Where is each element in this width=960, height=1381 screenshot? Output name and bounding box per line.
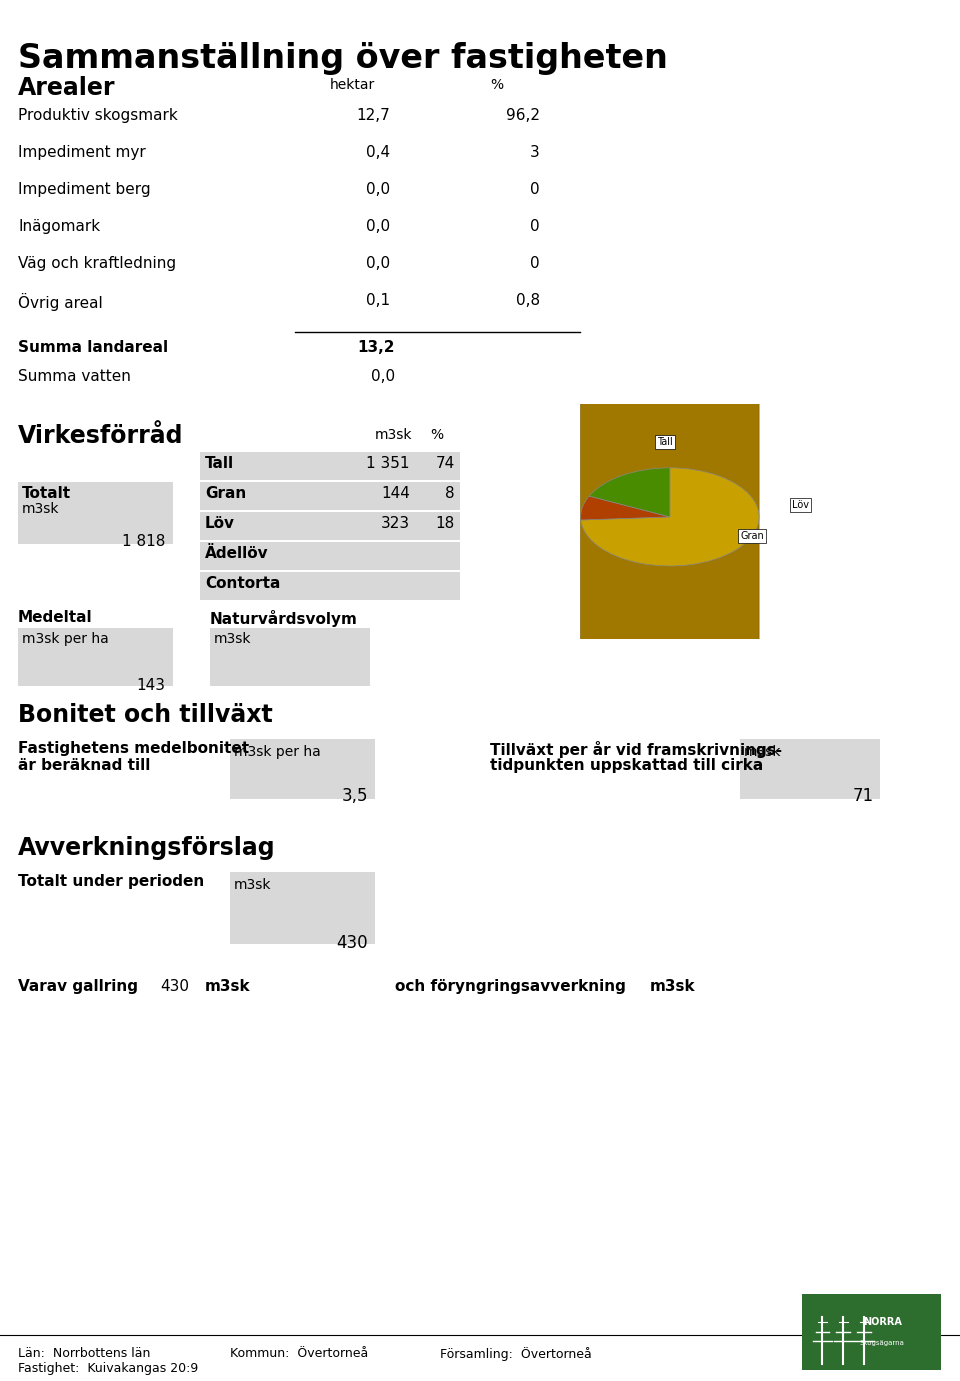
Text: Fastighet:  Kuivakangas 20:9: Fastighet: Kuivakangas 20:9 [18,1362,199,1375]
Text: 13,2: 13,2 [357,340,395,355]
Text: m3sk: m3sk [234,878,272,892]
Text: Löv: Löv [792,500,809,510]
Text: Skogsägarna: Skogsägarna [860,1341,904,1346]
Bar [200,572,460,599]
Wedge shape [581,468,759,566]
Text: Totalt under perioden: Totalt under perioden [18,874,204,889]
Text: 0,0: 0,0 [366,255,390,271]
Text: 0,0: 0,0 [371,369,395,384]
Bar [210,628,370,686]
Text: 0: 0 [530,182,540,197]
Text: 0,0: 0,0 [366,220,390,233]
Text: 12,7: 12,7 [356,108,390,123]
Text: Ädellöv: Ädellöv [205,545,269,561]
Text: m3sk: m3sk [375,428,413,442]
Bar [200,452,460,481]
Text: 3,5: 3,5 [342,787,368,805]
Text: m3sk: m3sk [214,632,252,646]
Text: 323: 323 [381,516,410,532]
Text: 0: 0 [530,220,540,233]
Text: 71: 71 [852,787,874,805]
Text: Virkesförråd: Virkesförråd [18,424,183,447]
Text: Bonitet och tillväxt: Bonitet och tillväxt [18,703,273,726]
Text: 0: 0 [530,255,540,271]
Text: Medeltal: Medeltal [18,610,92,626]
Text: NORRA: NORRA [863,1317,901,1327]
Text: 143: 143 [136,678,165,693]
Text: 18: 18 [436,516,455,532]
Text: Tillväxt per år vid framskrivnings-: Tillväxt per år vid framskrivnings- [490,742,782,758]
Text: Impediment berg: Impediment berg [18,182,151,197]
Text: m3sk: m3sk [205,979,251,994]
Bar [200,541,460,570]
Text: Tall: Tall [658,436,673,447]
Text: 0,0: 0,0 [366,182,390,197]
Text: Impediment myr: Impediment myr [18,145,146,160]
Text: och föryngringsavverkning: och föryngringsavverkning [395,979,626,994]
Text: 0,8: 0,8 [516,293,540,308]
Text: Län:  Norrbottens län: Län: Norrbottens län [18,1346,151,1360]
Text: Tall: Tall [205,456,234,471]
Wedge shape [581,496,670,521]
Text: Gran: Gran [205,486,247,501]
Polygon shape [581,0,589,1381]
Text: 144: 144 [381,486,410,501]
Text: 1 351: 1 351 [367,456,410,471]
Wedge shape [589,468,670,516]
Bar [18,628,173,686]
Text: Summa vatten: Summa vatten [18,369,131,384]
Text: Arealer: Arealer [18,76,115,99]
Text: Naturvårdsvolym: Naturvårdsvolym [210,610,358,627]
Text: Väg och kraftledning: Väg och kraftledning [18,255,176,271]
Text: 430: 430 [160,979,189,994]
Text: Sammanställning över fastigheten: Sammanställning över fastigheten [18,41,668,75]
Text: 96,2: 96,2 [506,108,540,123]
Polygon shape [581,0,759,1381]
Bar [740,739,880,800]
Text: 0,1: 0,1 [366,293,390,308]
Text: Fastighetens medelbonitet: Fastighetens medelbonitet [18,742,250,755]
Text: Avverkningsförslag: Avverkningsförslag [18,836,276,860]
Text: Produktiv skogsmark: Produktiv skogsmark [18,108,178,123]
Text: 2015-06-02: 2015-06-02 [807,1346,880,1360]
Text: Contorta: Contorta [205,576,280,591]
Bar [200,482,460,510]
Text: 74: 74 [436,456,455,471]
Text: Löv: Löv [205,516,235,532]
Text: 8: 8 [445,486,455,501]
Text: Församling:  Övertorneå: Församling: Övertorneå [440,1346,591,1360]
Text: Totalt: Totalt [22,486,71,501]
Bar [18,482,173,544]
Text: Summa landareal: Summa landareal [18,340,168,355]
Bar [230,871,375,945]
Text: 3: 3 [530,145,540,160]
Text: m3sk: m3sk [650,979,696,994]
Text: m3sk per ha: m3sk per ha [22,632,108,646]
Text: %: % [430,428,444,442]
Text: tidpunkten uppskattad till cirka: tidpunkten uppskattad till cirka [490,758,763,773]
Text: 430: 430 [336,934,368,952]
Text: %: % [490,77,503,93]
Text: Gran: Gran [740,530,764,541]
Text: 0,4: 0,4 [366,145,390,160]
Text: Inägomark: Inägomark [18,220,100,233]
Text: Kommun:  Övertorneå: Kommun: Övertorneå [230,1346,369,1360]
Text: m3sk per ha: m3sk per ha [234,744,321,760]
Bar [230,739,375,800]
Text: är beräknad till: är beräknad till [18,758,151,773]
Ellipse shape [581,0,759,1381]
Text: hektar: hektar [330,77,375,93]
Bar [200,512,460,540]
Text: Varav gallring: Varav gallring [18,979,138,994]
Text: m3sk: m3sk [744,744,781,760]
Text: m3sk: m3sk [22,503,60,516]
Text: Övrig areal: Övrig areal [18,293,103,311]
Text: 1 818: 1 818 [122,534,165,550]
